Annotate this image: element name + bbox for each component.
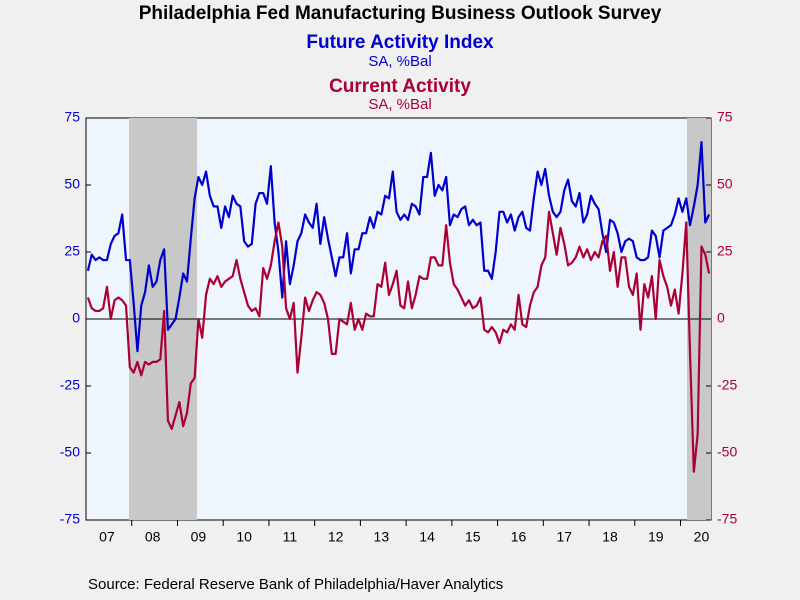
x-tick-label: 11 — [283, 529, 298, 545]
legend-entry: Current Activity — [329, 76, 471, 97]
y2-tick-label: 25 — [717, 243, 733, 259]
legend-units: SA, %Bal — [368, 96, 431, 113]
y2-tick-label: -50 — [717, 444, 737, 460]
x-tick-label: 10 — [236, 529, 252, 545]
y2-tick-label: 0 — [717, 310, 725, 326]
y-tick-label: 50 — [64, 176, 80, 192]
y2-tick-label: 75 — [717, 109, 733, 125]
x-tick-label: 20 — [694, 529, 710, 545]
x-tick-label: 17 — [556, 529, 572, 545]
x-tick-label: 14 — [419, 529, 435, 545]
x-tick-label: 13 — [374, 529, 390, 545]
legend-entry: Future Activity Index — [306, 32, 494, 53]
y-tick-label: 0 — [72, 310, 80, 326]
y-tick-label: -25 — [60, 377, 80, 393]
x-tick-label: 18 — [602, 529, 618, 545]
x-tick-label: 15 — [465, 529, 481, 545]
y-tick-label: -50 — [60, 444, 80, 460]
x-tick-label: 19 — [648, 529, 664, 545]
x-tick-label: 16 — [511, 529, 527, 545]
y2-tick-label: -25 — [717, 377, 737, 393]
y-tick-label: 75 — [64, 109, 80, 125]
y2-tick-label: 50 — [717, 176, 733, 192]
y-tick-label: 25 — [64, 243, 80, 259]
x-tick-label: 08 — [145, 529, 161, 545]
source-note: Source: Federal Reserve Bank of Philadel… — [88, 576, 503, 593]
x-tick-label: 12 — [328, 529, 344, 545]
series-line — [86, 210, 711, 473]
chart-title: Philadelphia Fed Manufacturing Business … — [139, 3, 662, 24]
legend-units: SA, %Bal — [368, 53, 431, 70]
x-tick-label: 07 — [99, 529, 115, 545]
x-tick-label: 09 — [191, 529, 207, 545]
y2-tick-label: -75 — [717, 511, 737, 527]
y-tick-label: -75 — [60, 511, 80, 527]
series-line — [86, 141, 711, 353]
